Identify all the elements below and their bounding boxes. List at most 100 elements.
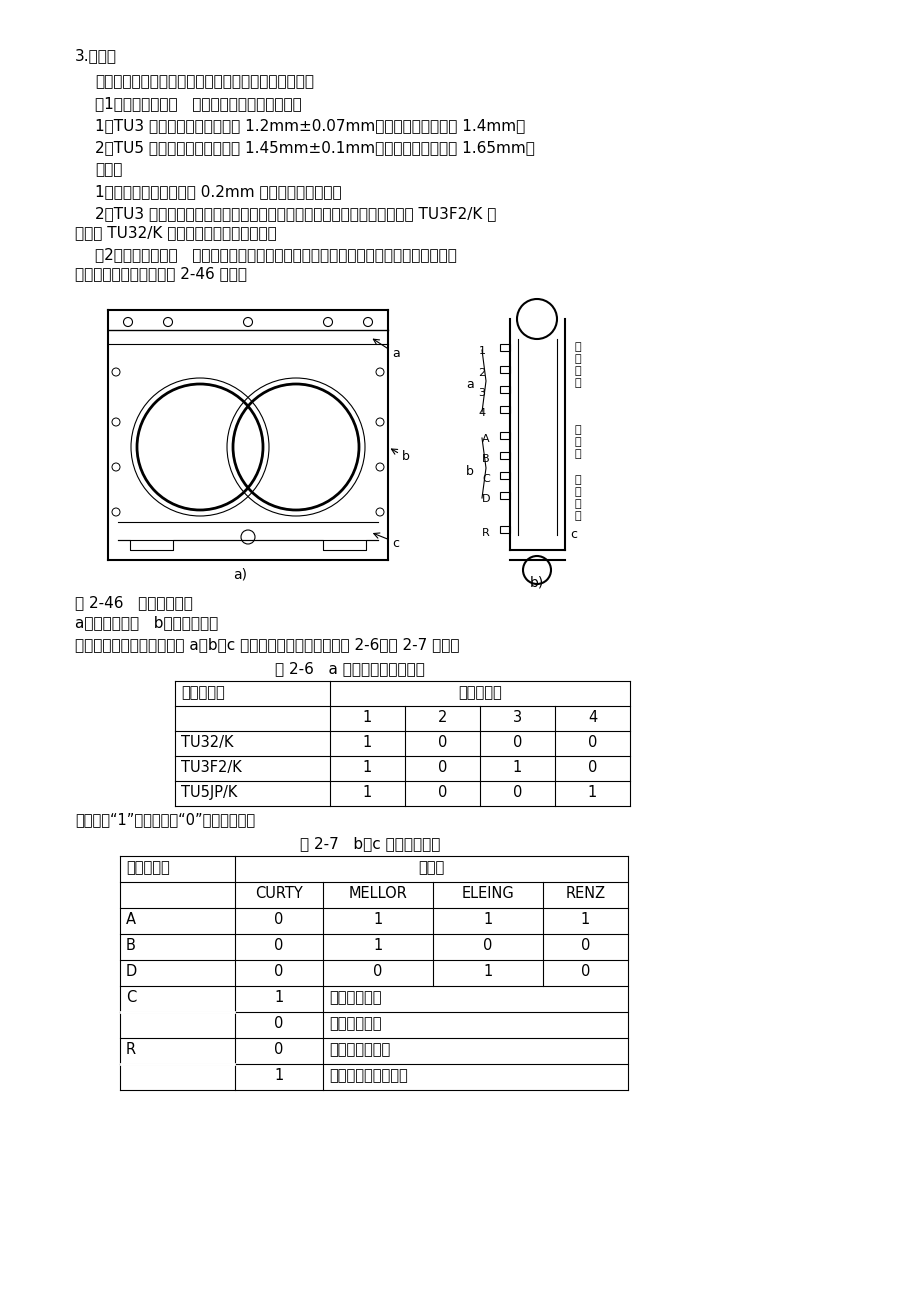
Text: R: R xyxy=(482,529,489,538)
Text: 0: 0 xyxy=(580,963,590,979)
Text: 1: 1 xyxy=(373,911,382,927)
Text: 2: 2 xyxy=(437,710,447,725)
Text: 标准厚度气缸垫: 标准厚度气缸垫 xyxy=(329,1042,390,1057)
Text: 1: 1 xyxy=(478,346,485,355)
Text: 供应商: 供应商 xyxy=(418,861,444,875)
Text: 1: 1 xyxy=(362,736,371,750)
Bar xyxy=(499,385,509,392)
Text: A: A xyxy=(126,911,136,927)
Bar xyxy=(499,471,509,479)
Text: TU5JP/K: TU5JP/K xyxy=(181,785,237,799)
Text: a): a) xyxy=(233,566,246,581)
Text: （2）气缸垫的标识   适用于不同的发动机型号、不同的厂商、有无石棉及是否加厚等，: （2）气缸垫的标识 适用于不同的发动机型号、不同的厂商、有无石棉及是否加厚等， xyxy=(95,247,457,262)
Text: 0: 0 xyxy=(512,785,522,799)
Text: 1）加厚气缸垫适用于经 0.2mm 机加工后的气缸盖。: 1）加厚气缸垫适用于经 0.2mm 机加工后的气缸盖。 xyxy=(95,184,341,199)
Bar xyxy=(499,405,509,413)
Text: TU3F2/K: TU3F2/K xyxy=(181,760,242,775)
Text: （1）气缸垫的厚度   各机型气缸垫的厚度如下：: （1）气缸垫的厚度 各机型气缸垫的厚度如下： xyxy=(95,96,301,111)
Text: 0: 0 xyxy=(587,760,596,775)
Text: 0: 0 xyxy=(512,736,522,750)
Text: 0: 0 xyxy=(274,937,283,953)
Text: 表 2-6   a 处缺口与适用的机型: 表 2-6 a 处缺口与适用的机型 xyxy=(275,661,425,676)
Text: MELLOR: MELLOR xyxy=(348,885,407,901)
Text: 缺口的位置: 缺口的位置 xyxy=(458,685,502,700)
Text: 适用的机型: 适用的机型 xyxy=(181,685,224,700)
Text: B: B xyxy=(482,454,489,464)
Text: 1: 1 xyxy=(274,1068,283,1083)
Text: 1）TU3 发动机气缸垫的厚度为 1.2mm±0.07mm，加厚气缸垫厚度为 1.4mm。: 1）TU3 发动机气缸垫的厚度为 1.2mm±0.07mm，加厚气缸垫厚度为 1… xyxy=(95,118,525,133)
Bar xyxy=(499,452,509,458)
Text: 0: 0 xyxy=(274,963,283,979)
Text: 0: 0 xyxy=(274,911,283,927)
Text: 3: 3 xyxy=(513,710,521,725)
Text: ELEING: ELEING xyxy=(461,885,514,901)
Text: 3: 3 xyxy=(478,388,485,398)
Text: b: b xyxy=(466,465,473,478)
Text: 1: 1 xyxy=(362,760,371,775)
Text: 1: 1 xyxy=(482,911,492,927)
Text: 1: 1 xyxy=(587,785,596,799)
Text: R: R xyxy=(126,1042,136,1057)
Text: 2）TU3 发动机气缸垫的厚度虽相同，但由于油道、水道的位置不同，因此 TU3F2/K 发: 2）TU3 发动机气缸垫的厚度虽相同，但由于油道、水道的位置不同，因此 TU3F… xyxy=(95,206,496,221)
Text: 2）TU5 发动机气缸垫的厚度为 1.45mm±0.1mm，加厚气缸垫厚度为 1.65mm。: 2）TU5 发动机气缸垫的厚度为 1.45mm±0.1mm，加厚气缸垫厚度为 1… xyxy=(95,141,534,155)
Text: 厚: 厚 xyxy=(574,510,581,521)
Text: 气缸垫上都有标识，如图 2-46 所示。: 气缸垫上都有标识，如图 2-46 所示。 xyxy=(75,266,246,281)
Text: 表 2-7   b、c 处缺口的标识: 表 2-7 b、c 处缺口的标识 xyxy=(300,836,439,852)
Text: A: A xyxy=(482,434,489,444)
Text: 0: 0 xyxy=(437,736,447,750)
Text: c: c xyxy=(570,529,576,542)
Text: 1: 1 xyxy=(362,710,371,725)
Text: 注：表中“1”表示缺口，“0”表示无缺口。: 注：表中“1”表示缺口，“0”表示无缺口。 xyxy=(75,812,255,827)
Text: 1: 1 xyxy=(580,911,589,927)
Text: 0: 0 xyxy=(274,1016,283,1031)
Text: TU32/K: TU32/K xyxy=(181,736,233,750)
Text: 0: 0 xyxy=(482,937,493,953)
Text: CURTY: CURTY xyxy=(255,885,302,901)
Text: 说明：: 说明： xyxy=(95,161,122,177)
Text: 缺口的位置: 缺口的位置 xyxy=(126,861,170,875)
Text: 0: 0 xyxy=(274,1042,283,1057)
Text: 无密封石棉条: 无密封石棉条 xyxy=(329,990,381,1005)
Text: c: c xyxy=(391,536,399,549)
Text: 0: 0 xyxy=(437,785,447,799)
Text: 用: 用 xyxy=(574,354,581,365)
Text: 应: 应 xyxy=(574,437,581,447)
Text: 1: 1 xyxy=(512,760,522,775)
Text: 否: 否 xyxy=(574,487,581,497)
Text: 有密封石棉条: 有密封石棉条 xyxy=(329,1016,381,1031)
Bar xyxy=(499,366,509,372)
Text: 适: 适 xyxy=(574,342,581,352)
Text: RENZ: RENZ xyxy=(565,885,605,901)
Text: B: B xyxy=(126,937,136,953)
Text: D: D xyxy=(482,493,490,504)
Text: C: C xyxy=(482,474,489,484)
Text: 0: 0 xyxy=(580,937,590,953)
Text: 型: 型 xyxy=(574,378,581,388)
Text: 1: 1 xyxy=(482,963,492,979)
Bar xyxy=(499,526,509,533)
Text: 1: 1 xyxy=(274,990,283,1005)
Text: a: a xyxy=(391,348,400,359)
Text: 供: 供 xyxy=(574,424,581,435)
Text: a）标记的位置   b）标记的分布: a）标记的位置 b）标记的分布 xyxy=(75,615,218,630)
Text: 0: 0 xyxy=(437,760,447,775)
Text: 气缸垫的标记是通过其端部 a、b、c 三处的缺口来表示的，如表 2-6、表 2-7 所示。: 气缸垫的标记是通过其端部 a、b、c 三处的缺口来表示的，如表 2-6、表 2-… xyxy=(75,637,459,652)
Text: 气缸垫安装在气缸盖与气缸体之间，以保证其密封性。: 气缸垫安装在气缸盖与气缸体之间，以保证其密封性。 xyxy=(95,74,313,89)
Text: b): b) xyxy=(529,575,543,589)
Text: D: D xyxy=(126,963,137,979)
Text: 供维修用加厚气缸垫: 供维修用加厚气缸垫 xyxy=(329,1068,407,1083)
Text: 加: 加 xyxy=(574,499,581,509)
Bar xyxy=(499,491,509,499)
Text: C: C xyxy=(126,990,136,1005)
Text: a: a xyxy=(466,378,473,391)
Text: 是: 是 xyxy=(574,475,581,486)
Text: 机: 机 xyxy=(574,366,581,376)
Text: b: b xyxy=(402,450,410,464)
Text: 0: 0 xyxy=(587,736,596,750)
Text: 1: 1 xyxy=(373,937,382,953)
Text: 2: 2 xyxy=(478,368,485,378)
Text: 图 2-46   气缸垫的标识: 图 2-46 气缸垫的标识 xyxy=(75,595,193,611)
Text: 商: 商 xyxy=(574,449,581,460)
Bar xyxy=(499,431,509,439)
Bar xyxy=(499,344,509,350)
